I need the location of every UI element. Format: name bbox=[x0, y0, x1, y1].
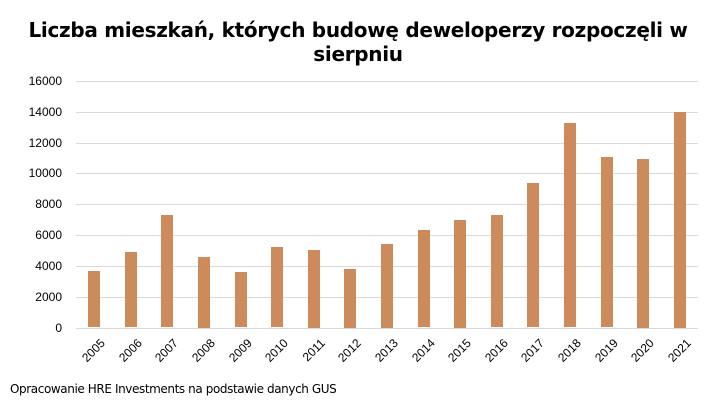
gridline bbox=[76, 235, 698, 236]
x-tick-label: 2015 bbox=[445, 336, 474, 365]
y-tick-label: 6000 bbox=[35, 228, 62, 242]
bar-2020 bbox=[637, 159, 649, 328]
bar-2007 bbox=[161, 215, 173, 327]
y-tick-label: 16000 bbox=[28, 74, 62, 88]
x-tick-label: 2011 bbox=[299, 336, 328, 365]
gridline bbox=[76, 173, 698, 174]
gridline bbox=[76, 143, 698, 144]
gridline bbox=[76, 328, 698, 329]
y-tick-label: 0 bbox=[55, 321, 62, 335]
x-tick-label: 2010 bbox=[262, 336, 291, 365]
x-tick-label: 2009 bbox=[226, 336, 255, 365]
source-note: Opracowanie HRE Investments na podstawie… bbox=[10, 382, 337, 396]
x-tick-label: 2012 bbox=[335, 336, 364, 365]
bar-2012 bbox=[344, 269, 356, 328]
y-tick-label: 10000 bbox=[28, 166, 62, 180]
bar-2011 bbox=[308, 250, 320, 328]
bar-2006 bbox=[125, 252, 137, 327]
bar-2010 bbox=[271, 247, 283, 327]
y-tick-label: 4000 bbox=[35, 259, 62, 273]
bar-2016 bbox=[491, 215, 503, 327]
bar-2021 bbox=[674, 112, 686, 328]
x-tick-label: 2013 bbox=[372, 336, 401, 365]
x-tick-label: 2007 bbox=[152, 336, 181, 365]
bar-2009 bbox=[235, 272, 247, 327]
x-tick-label: 2021 bbox=[665, 336, 694, 365]
gridline bbox=[76, 81, 698, 82]
y-tick-label: 14000 bbox=[28, 105, 62, 119]
x-tick-label: 2020 bbox=[628, 336, 657, 365]
x-tick-label: 2018 bbox=[555, 336, 584, 365]
y-tick-label: 12000 bbox=[28, 136, 62, 150]
x-tick-label: 2005 bbox=[79, 336, 108, 365]
x-tick-label: 2014 bbox=[409, 336, 438, 365]
bar-2005 bbox=[88, 271, 100, 327]
x-tick-label: 2006 bbox=[116, 336, 145, 365]
bar-2013 bbox=[381, 244, 393, 328]
x-tick-label: 2017 bbox=[518, 336, 547, 365]
bar-2019 bbox=[601, 157, 613, 327]
bar-2008 bbox=[198, 257, 210, 328]
bar-2015 bbox=[454, 220, 466, 328]
x-tick-label: 2016 bbox=[482, 336, 511, 365]
chart-title: Liczba mieszkań, których budowę dewelope… bbox=[28, 18, 688, 66]
bar-2014 bbox=[418, 230, 430, 327]
bar-2018 bbox=[564, 123, 576, 327]
y-tick-label: 8000 bbox=[35, 197, 62, 211]
y-tick-label: 2000 bbox=[35, 290, 62, 304]
gridline bbox=[76, 112, 698, 113]
gridline bbox=[76, 204, 698, 205]
bar-2017 bbox=[527, 183, 539, 327]
x-tick-label: 2008 bbox=[189, 336, 218, 365]
x-tick-label: 2019 bbox=[592, 336, 621, 365]
